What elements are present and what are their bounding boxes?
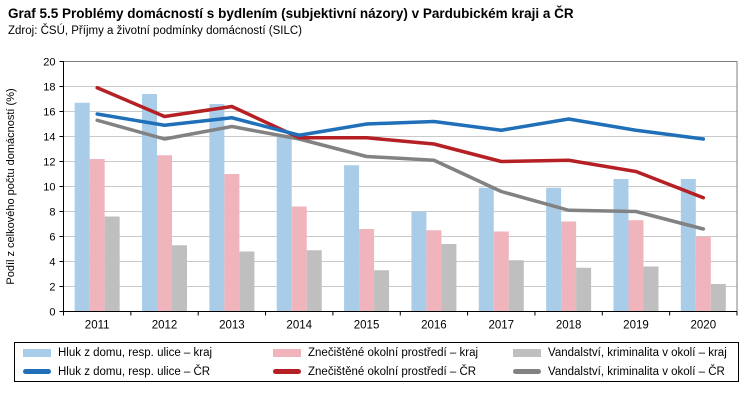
legend-label-vandalstvi-cr: Vandalství, kriminalita v okolí – ČR [548,365,725,378]
line-series-0 [95,112,706,141]
x-tick-label: 2015 [354,320,380,332]
bar [89,159,105,312]
bar [344,165,360,312]
bar [695,236,711,312]
legend-item-hluk-cr: Hluk z domu, resp. ulice – ČR [23,366,273,378]
bar [546,187,562,312]
legend-line-swatch-vandalstvi-cr-icon [513,369,541,374]
bar-series-2 [104,216,726,312]
svg-text:4: 4 [49,257,55,269]
bar-series-0 [74,94,696,312]
chart-source: Zdroj: ČSÚ, Příjmy a životní podmínky do… [8,25,302,37]
legend-line-swatch-hluk-cr-icon [23,369,51,374]
bar [613,179,629,312]
legend-item-vandalstvi-kraj: Vandalství, kriminalita v okolí – kraj [513,347,738,359]
x-tick-label: 2013 [219,320,245,332]
bar [643,266,659,312]
chart-title: Graf 5.5 Problémy domácností s bydlením … [8,6,574,21]
y-axis-title: Podíl z celkového počtu domácností (%) [5,88,17,284]
svg-text:16: 16 [43,107,55,119]
x-tick-labels: 2011 2012 2013 2014 2015 2016 2017 2018 2019 2020 [85,320,716,332]
x-tick-label: 2016 [421,320,447,332]
legend-label-hluk-kraj: Hluk z domu, resp. ulice – kraj [58,346,213,359]
bar [239,251,255,312]
legend-item-znecistene-cr: Znečištěné okolní prostředí – ČR [273,366,513,378]
bar [306,250,322,312]
bar [157,155,173,312]
legend: Hluk z domu, resp. ulice – kraj Znečiště… [14,342,739,382]
legend-label-znecistene-kraj: Znečištěné okolní prostředí – kraj [308,346,479,359]
x-tick-label: 2011 [85,320,110,332]
bar [224,174,240,312]
bar [172,245,188,312]
svg-text:18: 18 [43,82,55,94]
bar [104,216,120,312]
x-tick-label: 2019 [623,320,649,332]
bar [142,94,158,312]
svg-text:6: 6 [49,232,55,244]
y-tick-labels: 0 2 4 6 8 10 12 14 16 18 20 [43,57,55,319]
bar [493,231,509,312]
svg-text:0: 0 [49,307,55,319]
bar [441,244,457,312]
x-tick-label: 2020 [691,320,717,332]
bar [576,267,592,312]
bar [359,229,375,312]
legend-label-znecistene-cr: Znečištěné okolní prostředí – ČR [308,365,477,378]
bar-series-1 [89,155,711,312]
x-tick-label: 2018 [556,320,582,332]
axes [59,61,738,316]
legend-item-znecistene-kraj: Znečištěné okolní prostředí – kraj [273,347,513,359]
legend-line-swatch-znecistene-cr-icon [273,369,301,374]
bar [74,102,90,312]
bar [628,220,644,312]
x-tick-label: 2012 [152,320,178,332]
legend-bar-swatch-vandalstvi-kraj-icon [513,348,541,357]
svg-text:12: 12 [43,157,55,169]
x-tick-label: 2014 [286,320,312,332]
bar [680,179,696,312]
bar [561,221,577,312]
legend-label-hluk-cr: Hluk z domu, resp. ulice – ČR [58,365,211,378]
svg-text:10: 10 [43,182,55,194]
chart-plot-area: Podíl z celkového počtu domácností (%) 0… [5,57,738,332]
legend-item-vandalstvi-cr: Vandalství, kriminalita v okolí – ČR [513,366,738,378]
svg-text:20: 20 [43,57,55,69]
svg-text:8: 8 [49,207,55,219]
line-series-1 [95,86,706,200]
bar [291,206,307,312]
bar [276,136,292,312]
x-tick-label: 2017 [488,320,514,332]
bar [426,230,442,312]
bar [508,260,524,312]
legend-bar-swatch-znecistene-kraj-icon [273,348,301,357]
bar [209,104,225,312]
legend-bar-swatch-hluk-kraj-icon [23,348,51,357]
bar [710,284,726,312]
line-series-2 [95,118,706,231]
bar [478,187,494,312]
bar [374,270,390,312]
legend-label-vandalstvi-kraj: Vandalství, kriminalita v okolí – kraj [548,346,727,359]
svg-text:14: 14 [43,132,55,144]
svg-text:2: 2 [49,282,55,294]
bar [411,211,427,312]
legend-item-hluk-kraj: Hluk z domu, resp. ulice – kraj [23,347,273,359]
